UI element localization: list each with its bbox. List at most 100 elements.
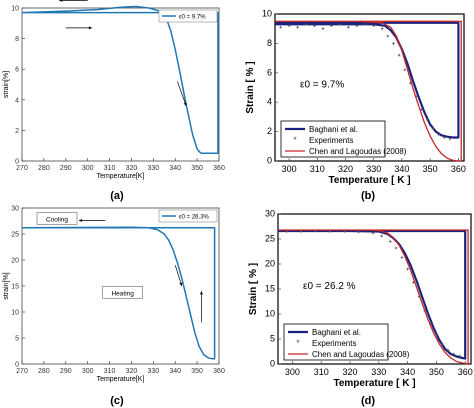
y-tick-label: 5 — [15, 336, 19, 343]
x-tick-label: 330 — [371, 367, 386, 377]
x-tick-label: 360 — [451, 164, 466, 174]
y-tick-label: 10 — [11, 6, 19, 13]
y-tick-label: 4 — [15, 97, 19, 104]
y-tick-label: 20 — [11, 258, 19, 265]
y-tick-label: 5 — [270, 334, 275, 344]
y-axis-label: Strain [ % ] — [245, 61, 256, 113]
y-tick-label: 2 — [15, 128, 19, 135]
x-tick-label: 310 — [314, 367, 329, 377]
panel-b: 300 310 320 330 340 350 360 0 2 4 6 8 10 Temperature … — [245, 9, 466, 203]
x-axis-label: Temperature [ K ] — [333, 378, 415, 389]
series-line-0 — [21, 5, 219, 155]
y-tick-label: 2 — [267, 126, 272, 136]
x-tick-label: 280 — [38, 368, 50, 375]
direction-arrow-head — [59, 0, 63, 2]
axes-frame — [21, 7, 220, 162]
y-tick-label: 0 — [267, 156, 272, 166]
x-tick-label: 330 — [147, 368, 159, 375]
y-axis-label: strain[%] — [3, 272, 10, 299]
legend-swatch: * — [293, 135, 297, 145]
x-tick-label: 320 — [126, 165, 138, 172]
x-tick-label: 350 — [429, 367, 444, 377]
x-tick-label: 290 — [60, 165, 72, 172]
x-tick-label: 300 — [285, 367, 300, 377]
y-tick-label: 6 — [267, 67, 272, 77]
legend-entry: Chen and Lagoudas (2008) — [312, 350, 410, 359]
x-tick-label: 300 — [282, 164, 297, 174]
x-axis-label: Temperature [ K ] — [328, 175, 410, 186]
series-line-0 — [21, 226, 216, 360]
direction-arrow-head — [179, 282, 183, 286]
y-tick-label: 10 — [11, 310, 19, 317]
x-tick-label: 340 — [400, 367, 415, 377]
direction-arrow-head — [78, 218, 83, 223]
y-tick-label: 10 — [262, 9, 272, 19]
x-tick-label: 350 — [191, 368, 203, 375]
y-tick-label: 30 — [265, 209, 275, 219]
x-tick-label: 340 — [394, 164, 409, 174]
series-line-0 — [278, 229, 467, 360]
inline-label: Heating — [111, 290, 134, 297]
x-tick-label: 300 — [82, 368, 94, 375]
x-tick-label: 340 — [169, 165, 181, 172]
y-tick-label: 25 — [11, 232, 19, 239]
x-tick-label: 310 — [104, 368, 116, 375]
x-tick-label: 330 — [366, 164, 381, 174]
x-tick-label: 340 — [169, 368, 181, 375]
inline-label: Cooling — [46, 216, 68, 223]
x-axis-label: Temperature[K] — [97, 173, 145, 180]
legend-entry: Experiments — [312, 339, 356, 348]
x-tick-label: 270 — [16, 165, 28, 172]
legend-entry: Experiments — [309, 136, 353, 145]
x-tick-label: 310 — [104, 165, 116, 172]
x-tick-label: 280 — [38, 165, 50, 172]
x-tick-label: 350 — [423, 164, 438, 174]
x-tick-label: 320 — [126, 368, 138, 375]
x-tick-label: 310 — [310, 164, 325, 174]
epsilon-annotation: ε0 = 26.2 % — [303, 281, 356, 292]
axes-frame — [274, 13, 465, 162]
y-tick-label: 15 — [265, 284, 275, 294]
panel-label: (c) — [110, 395, 124, 407]
y-tick-label: 0 — [15, 159, 19, 166]
panel-label: (b) — [361, 190, 375, 202]
legend-box — [158, 209, 218, 223]
axes-frame — [21, 207, 220, 365]
y-axis-label: strain[%] — [3, 71, 10, 98]
x-tick-label: 360 — [213, 165, 225, 172]
legend-entry: ε0 = 26.3% — [179, 215, 210, 221]
y-tick-label: 10 — [265, 309, 275, 319]
legend-swatch: * — [296, 338, 300, 348]
legend-entry: Chen and Lagoudas (2008) — [309, 147, 407, 156]
legend-entry: ε0 = 9.7% — [179, 15, 206, 21]
x-tick-label: 320 — [342, 367, 357, 377]
inline-label-box — [102, 286, 143, 299]
inline-label-box — [36, 212, 78, 225]
direction-arrow-shaft — [174, 265, 183, 287]
series-line-2 — [275, 20, 462, 162]
y-tick-label: 30 — [11, 206, 19, 213]
epsilon-annotation: ε0 = 9.7% — [300, 80, 344, 91]
y-tick-label: 0 — [270, 359, 275, 369]
series-line-0 — [275, 21, 460, 139]
y-tick-label: 8 — [267, 38, 272, 48]
panel-label: (a) — [110, 190, 124, 202]
x-tick-label: 320 — [338, 164, 353, 174]
x-axis-label: Temperature[K] — [97, 376, 145, 383]
y-tick-label: 25 — [265, 234, 275, 244]
x-tick-label: 270 — [16, 368, 28, 375]
x-tick-label: 300 — [82, 165, 94, 172]
y-tick-label: 0 — [15, 362, 19, 369]
panel-label: (d) — [361, 395, 375, 407]
x-tick-label: 350 — [191, 165, 203, 172]
x-tick-label: 360 — [458, 367, 473, 377]
y-axis-label: Strain [ % ] — [248, 263, 259, 315]
direction-arrow-head — [183, 102, 187, 106]
direction-arrow-shaft — [177, 81, 187, 107]
legend-entry: Baghani et al. — [312, 328, 361, 337]
x-tick-label: 330 — [147, 165, 159, 172]
legend-entry: Baghani et al. — [309, 125, 358, 134]
y-tick-label: 15 — [11, 284, 19, 291]
direction-arrow-head — [88, 26, 93, 30]
